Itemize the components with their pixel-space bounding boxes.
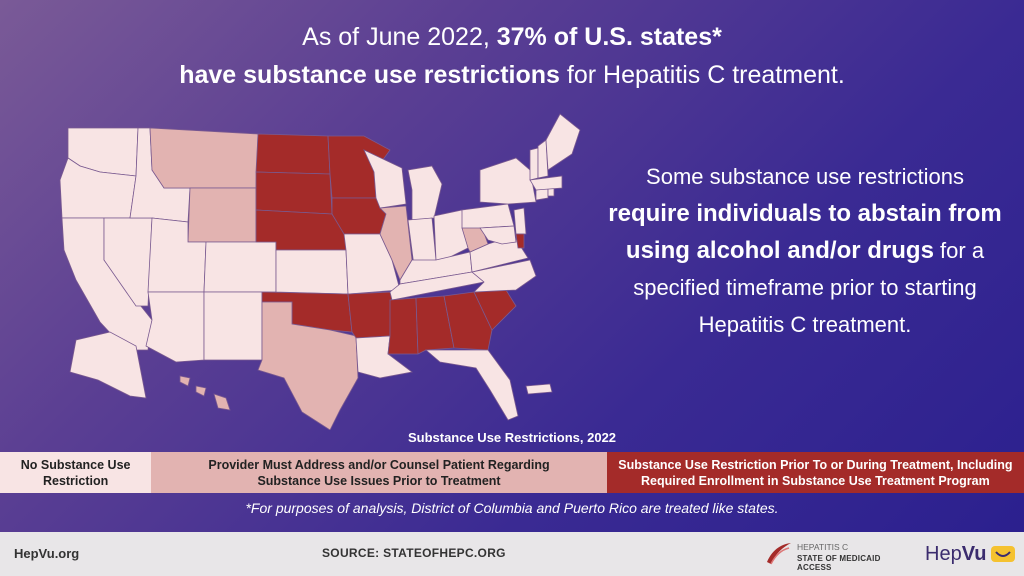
state-nh — [537, 139, 549, 179]
state-nc — [471, 259, 537, 293]
hepc-logo: HEPATITIS C STATE OF MEDICAID ACCESS — [765, 540, 915, 572]
legend-title: Substance Use Restrictions, 2022 — [407, 430, 617, 445]
state-pr — [525, 383, 553, 395]
headline-stat: 37% of U.S. states* — [496, 23, 722, 51]
footer-site-link[interactable]: HepVu.org — [14, 546, 80, 561]
state-ms — [387, 297, 419, 355]
state-fl — [424, 349, 519, 421]
headline: As of June 2022, 37% of U.S. states* hav… — [0, 18, 1024, 94]
state-vt — [529, 147, 539, 181]
state-sd — [255, 171, 333, 215]
state-me — [545, 113, 581, 171]
footer: HepVu.org SOURCE: STATEOFHEPC.ORG HEPATI… — [0, 532, 1024, 576]
state-ma — [529, 175, 563, 191]
state-nm — [203, 291, 263, 361]
state-wy — [187, 187, 257, 243]
state-ks — [275, 249, 349, 295]
hepc-logo-line2: STATE OF MEDICAID ACCESS — [797, 554, 881, 572]
state-al — [415, 295, 455, 355]
state-mi — [407, 165, 443, 221]
state-oh — [433, 209, 469, 261]
hepvu-logo: HepVu — [925, 540, 1016, 568]
state-nd — [255, 133, 331, 175]
state-ny — [479, 157, 537, 205]
side-text: Some substance use restrictions require … — [600, 158, 1010, 343]
headline-line-1: As of June 2022, 37% of U.S. states* — [0, 18, 1024, 56]
state-md — [479, 225, 517, 245]
hepc-logo-line1: HEPATITIS C — [797, 542, 849, 552]
state-ga — [443, 291, 493, 351]
headline-emphasis: have substance use restrictions — [179, 61, 560, 89]
legend-item-provider: Provider Must Address and/or Counsel Pat… — [151, 452, 607, 493]
headline-post: for Hepatitis C treatment. — [566, 61, 845, 89]
state-nj — [513, 207, 527, 235]
state-co — [203, 241, 277, 293]
headline-line-2: have substance use restrictions for Hepa… — [0, 56, 1024, 94]
side-text-bold: require individuals to abstain from usin… — [608, 200, 1002, 264]
state-ak — [69, 331, 147, 399]
swoosh-icon — [767, 543, 791, 565]
hepvu-logo-vu: Vu — [961, 542, 987, 565]
state-de — [515, 233, 525, 249]
footer-source: SOURCE: STATEOFHEPC.ORG — [322, 546, 506, 560]
state-ar — [347, 291, 393, 339]
footnote: *For purposes of analysis, District of C… — [245, 500, 779, 516]
us-map — [59, 113, 581, 430]
state-tx — [257, 301, 359, 430]
state-hi — [179, 375, 231, 411]
state-pa — [461, 203, 515, 229]
state-az — [145, 291, 205, 363]
state-mt — [149, 127, 259, 189]
side-text-intro: Some substance use restrictions — [646, 164, 964, 189]
side-text-post: for a specified timeframe prior to start… — [633, 238, 985, 337]
headline-pre: As of June 2022, — [302, 23, 490, 51]
hepvu-badge-icon — [990, 546, 1015, 562]
legend: No Substance Use Restriction Provider Mu… — [0, 452, 1024, 493]
legend-item-none: No Substance Use Restriction — [0, 452, 152, 493]
legend-item-restriction: Substance Use Restriction Prior To or Du… — [606, 452, 1024, 493]
state-il — [379, 205, 413, 281]
hepvu-logo-hep: Hep — [925, 542, 962, 565]
